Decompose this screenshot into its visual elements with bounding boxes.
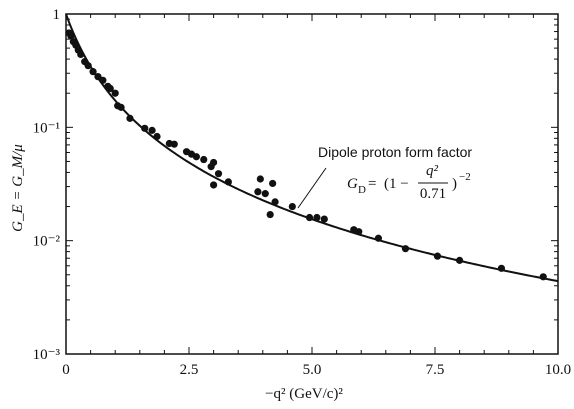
data-point xyxy=(313,213,321,222)
formula-subscript: D xyxy=(358,184,366,196)
data-point xyxy=(67,32,75,40)
data-point xyxy=(84,62,92,70)
data-point xyxy=(192,153,200,161)
series-line-dipole xyxy=(65,13,559,283)
x-axis-label: −q² (GeV/c)² xyxy=(265,386,343,402)
plot-frame xyxy=(65,13,559,355)
x-tick-label: 2.5 xyxy=(180,362,199,378)
data-point xyxy=(433,252,442,260)
data-point xyxy=(374,234,383,242)
data-point xyxy=(106,84,114,93)
formula-denominator: 0.71 xyxy=(420,186,446,202)
data-point xyxy=(539,273,547,281)
data-point xyxy=(170,140,178,148)
data-point xyxy=(210,158,218,167)
annotation-formula: G D = (1 − q² 0.71 ) −2 xyxy=(347,163,471,202)
formula-exponent: −2 xyxy=(459,171,471,183)
data-point xyxy=(77,50,85,59)
x-tick-label: 7.5 xyxy=(426,362,445,378)
data-point xyxy=(254,188,262,196)
y-tick-label: 1 xyxy=(53,7,61,23)
y-tick-label: 10⁻¹ xyxy=(33,120,60,136)
data-point xyxy=(269,179,277,188)
data-point xyxy=(89,68,97,76)
data-point xyxy=(256,175,264,183)
formula-numerator: q² xyxy=(426,163,439,179)
data-point xyxy=(153,132,161,141)
y-axis-label: G_E = G_M/μ xyxy=(10,144,26,232)
formula-equals: = xyxy=(368,176,376,192)
data-point xyxy=(117,103,125,111)
data-point xyxy=(497,264,506,272)
formula-close: ) xyxy=(452,176,457,192)
axis-ticks xyxy=(65,14,559,355)
data-point xyxy=(200,155,208,164)
x-tick-label: 10.0 xyxy=(545,362,571,378)
formula-symbol: G xyxy=(347,176,358,192)
data-point xyxy=(266,210,274,219)
data-point xyxy=(224,178,232,186)
data-point xyxy=(401,245,410,253)
data-points xyxy=(65,29,547,281)
annotation: Dipole proton form factor G D = (1 − q² … xyxy=(297,144,472,209)
annotation-text: Dipole proton form factor xyxy=(318,144,472,160)
formula-open: (1 − xyxy=(384,176,409,192)
axis-tick-labels: 0 2.5 5.0 7.5 10.0 1 10⁻¹ 10⁻² 10⁻³ xyxy=(33,7,572,378)
y-tick-label: 10⁻³ xyxy=(33,347,61,363)
x-tick-label: 0 xyxy=(62,362,70,378)
data-point xyxy=(94,73,102,81)
data-point xyxy=(214,170,223,178)
data-point xyxy=(288,202,296,211)
data-point xyxy=(99,76,107,84)
data-point xyxy=(305,213,314,222)
data-point xyxy=(111,89,119,97)
x-tick-label: 5.0 xyxy=(303,362,322,378)
data-point xyxy=(261,190,269,198)
data-point xyxy=(141,124,149,132)
y-tick-label: 10⁻² xyxy=(33,234,61,250)
data-point xyxy=(210,181,218,189)
data-point xyxy=(456,256,464,264)
data-point xyxy=(148,126,156,134)
data-point xyxy=(271,198,279,206)
data-point xyxy=(126,114,134,122)
annotation-pointer xyxy=(297,167,327,209)
data-point xyxy=(320,215,328,223)
data-point xyxy=(355,228,363,236)
